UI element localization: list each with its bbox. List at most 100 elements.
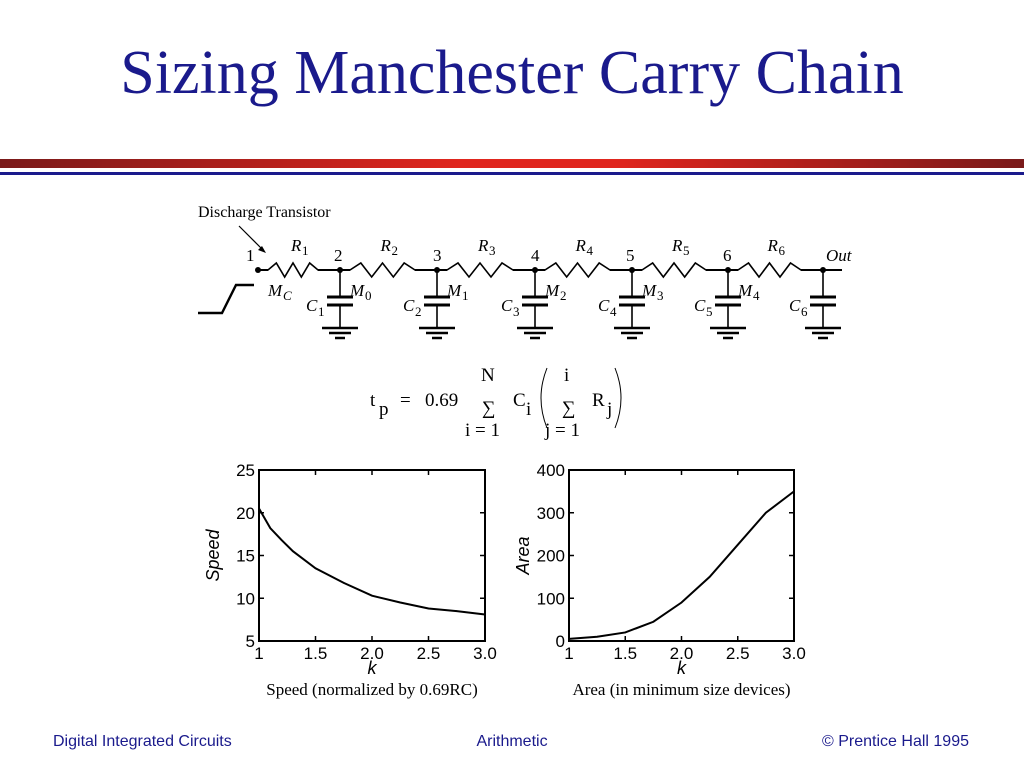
formula-lhs: t bbox=[370, 390, 376, 411]
y-tick-label-0-0: 5 bbox=[246, 632, 255, 651]
node-label-5: 5 bbox=[626, 246, 635, 265]
chart-caption-1: Area (in minimum size devices) bbox=[572, 680, 790, 699]
discharge-arrow bbox=[238, 225, 264, 251]
transistor-label-4: M bbox=[544, 281, 560, 300]
data-point-1-0 bbox=[568, 638, 570, 640]
node-label-1: 1 bbox=[246, 246, 255, 265]
data-point-0-2 bbox=[280, 539, 283, 541]
x-tick-label-1-1: 1.5 bbox=[613, 644, 637, 663]
title-rule-blue bbox=[0, 172, 1024, 175]
cap-label-3: C bbox=[501, 296, 513, 315]
plot-frame-1 bbox=[568, 469, 795, 642]
formula-outer-upper: N bbox=[481, 365, 495, 386]
resistor-label-1: R bbox=[290, 236, 302, 255]
y-tick-label-1-0: 0 bbox=[556, 632, 565, 651]
footer-left: Digital Integrated Circuits bbox=[53, 733, 232, 750]
data-point-1-3 bbox=[652, 620, 655, 623]
y-tick-label-0-4: 25 bbox=[236, 461, 255, 480]
resistor-6 bbox=[732, 261, 819, 279]
resistor-3 bbox=[441, 261, 531, 279]
y-axis-label-1: Area bbox=[513, 536, 533, 575]
y-tick-label-0-2: 15 bbox=[236, 547, 255, 566]
formula-inner-sub: j bbox=[606, 399, 612, 420]
resistor-5 bbox=[636, 261, 724, 279]
x-axis-label-1: k bbox=[677, 658, 687, 678]
title-rule-red bbox=[0, 159, 1024, 168]
resistor-sub-4: 4 bbox=[587, 243, 594, 258]
cap-sub-3: 3 bbox=[513, 304, 520, 319]
cap-label-4: C bbox=[598, 296, 610, 315]
input-step-waveform bbox=[198, 283, 254, 315]
transistor-sub-6: 4 bbox=[753, 288, 760, 303]
resistor-sub-2: 2 bbox=[392, 243, 399, 258]
transistor-sub-3: 1 bbox=[462, 288, 469, 303]
data-point-0-7 bbox=[399, 601, 402, 604]
cap-sub-4: 4 bbox=[610, 304, 617, 319]
data-point-0-5 bbox=[342, 582, 345, 584]
data-point-0-4 bbox=[314, 567, 317, 570]
transistor-label-2: M bbox=[349, 281, 365, 300]
formula-term-sub: i bbox=[526, 399, 531, 420]
formula-outer-sum-icon: ∑ bbox=[482, 398, 496, 419]
data-point-1-8 bbox=[793, 490, 795, 493]
x-axis-label-0: k bbox=[368, 658, 378, 678]
resistor-label-3: R bbox=[477, 236, 489, 255]
x-tick-label-0-3: 2.5 bbox=[417, 644, 441, 663]
data-point-0-1 bbox=[269, 527, 272, 529]
data-point-1-4 bbox=[680, 601, 683, 604]
y-tick-label-1-4: 400 bbox=[537, 461, 565, 480]
cap-label-5: C bbox=[694, 296, 706, 315]
data-point-0-3 bbox=[292, 550, 294, 553]
carry-chain-circuit: Discharge Transistor R 1M CR 2M 0R 3M 1R 4M 2R 5M… bbox=[198, 204, 853, 340]
x-tick-label-0-4: 3.0 bbox=[473, 644, 497, 663]
discharge-transistor-label: Discharge Transistor bbox=[198, 204, 331, 221]
data-point-1-7 bbox=[765, 511, 767, 514]
x-tick-label-0-0: 1 bbox=[254, 644, 263, 663]
transistor-sub-1: C bbox=[283, 288, 292, 303]
formula-inner-lower: j = 1 bbox=[544, 420, 580, 441]
series-line-0-0 bbox=[258, 507, 486, 616]
cap-label-1: C bbox=[306, 296, 318, 315]
y-axis-label-0: Speed bbox=[203, 528, 223, 581]
resistor-label-2: R bbox=[380, 236, 392, 255]
footer-right: © Prentice Hall 1995 bbox=[822, 733, 969, 750]
x-tick-label-1-4: 3.0 bbox=[782, 644, 806, 663]
y-tick-label-0-1: 10 bbox=[236, 589, 255, 608]
y-tick-label-1-1: 100 bbox=[537, 589, 565, 608]
node-label-6: 6 bbox=[723, 246, 732, 265]
node-label-7: Out bbox=[826, 246, 853, 265]
cap-sub-2: 2 bbox=[415, 304, 422, 319]
transistor-sub-4: 2 bbox=[560, 288, 567, 303]
transistor-label-3: M bbox=[446, 281, 462, 300]
data-point-0-10 bbox=[484, 613, 486, 616]
formula-term: C bbox=[513, 390, 526, 411]
data-point-0-6 bbox=[371, 594, 373, 597]
cap-sub-5: 5 bbox=[706, 304, 713, 319]
y-tick-label-1-3: 300 bbox=[537, 504, 565, 523]
formula-right-paren bbox=[614, 367, 622, 429]
transistor-sub-5: 3 bbox=[657, 288, 664, 303]
cap-sub-1: 1 bbox=[318, 304, 325, 319]
series-line-1-0 bbox=[568, 490, 795, 640]
slide-title: Sizing Manchester Carry Chain bbox=[120, 39, 904, 107]
data-point-1-5 bbox=[708, 576, 711, 578]
transistor-label-5: M bbox=[641, 281, 657, 300]
resistor-label-4: R bbox=[575, 236, 587, 255]
data-point-1-2 bbox=[624, 631, 627, 634]
resistor-sub-6: 6 bbox=[779, 243, 786, 258]
resistor-label-5: R bbox=[671, 236, 683, 255]
plot-frame-0 bbox=[258, 469, 486, 642]
cap-label-2: C bbox=[403, 296, 415, 315]
x-tick-label-1-0: 1 bbox=[564, 644, 573, 663]
cap-sub-6: 6 bbox=[801, 304, 808, 319]
footer-center: Arithmetic bbox=[476, 733, 548, 750]
delay-formula: t p = 0.69 N ∑ i = 1 C i i ∑ j = 1 R j bbox=[370, 365, 622, 441]
formula-equals: = bbox=[400, 390, 411, 411]
data-point-0-0 bbox=[258, 507, 260, 510]
resistor-sub-5: 5 bbox=[683, 243, 690, 258]
formula-coefficient: 0.69 bbox=[425, 390, 458, 411]
data-point-0-9 bbox=[455, 610, 458, 612]
resistor-sub-3: 3 bbox=[489, 243, 496, 258]
transistor-sub-2: 0 bbox=[365, 288, 372, 303]
